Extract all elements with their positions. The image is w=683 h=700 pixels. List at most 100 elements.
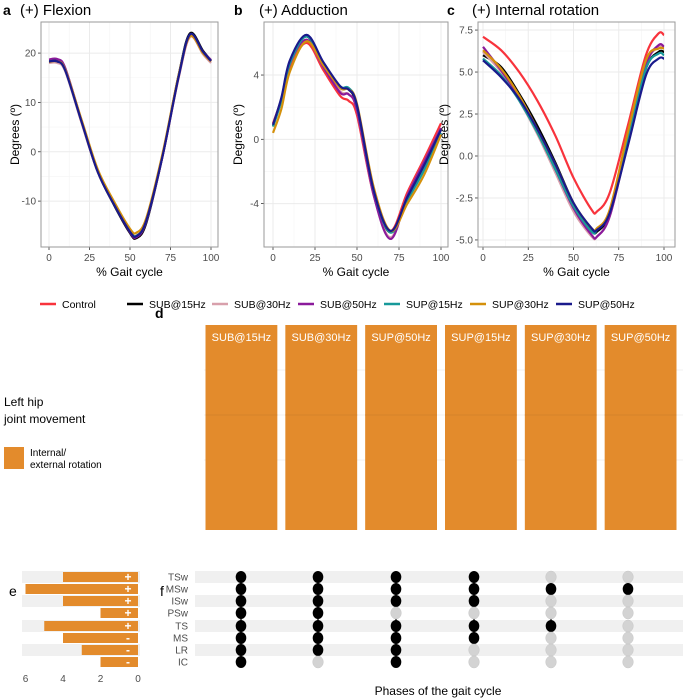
dot-filled xyxy=(468,583,480,595)
series-line-sup-at-50hz xyxy=(48,32,212,239)
matrix-column xyxy=(312,571,324,669)
dot-empty xyxy=(545,655,557,669)
x-tick-label: 50 xyxy=(568,253,580,264)
dot-filled xyxy=(390,644,402,656)
bar xyxy=(365,325,437,530)
dot-empty xyxy=(468,606,480,620)
row-label: LR xyxy=(175,646,188,657)
y-tick-label: 5.0 xyxy=(459,68,473,79)
row-label: TSw xyxy=(168,573,189,584)
dot-empty xyxy=(622,655,634,669)
panel-letter: d xyxy=(155,305,164,321)
x-tick-label: 25 xyxy=(523,253,535,264)
x-tick-label: 50 xyxy=(351,253,363,264)
bar xyxy=(604,325,677,530)
panel-a: 0 25 50 75 100 -10 0 10 20 a (+) Flexion % Gait cyc… xyxy=(3,2,220,279)
dot-empty xyxy=(545,570,557,584)
row-label: ISw xyxy=(171,597,188,608)
panel-title: (+) Flexion xyxy=(20,2,91,19)
dot-filled xyxy=(235,571,247,583)
dot-filled xyxy=(390,583,402,595)
bar xyxy=(81,645,138,655)
matrix-column xyxy=(390,571,402,668)
panel-title: (+) Internal rotation xyxy=(472,2,599,19)
dot-filled xyxy=(312,583,324,595)
bar xyxy=(44,621,138,631)
sign-label: + xyxy=(124,619,131,633)
row-label: PSw xyxy=(167,609,188,620)
bar xyxy=(205,325,278,530)
x-axis-label: Phases of the gait cycle xyxy=(375,684,502,698)
sign-label: + xyxy=(124,594,131,608)
legend-item: SUP@15Hz xyxy=(384,299,463,311)
dot-empty xyxy=(622,570,634,584)
panel-letter: a xyxy=(3,2,11,18)
dot-empty xyxy=(545,606,557,620)
dot-empty xyxy=(622,606,634,620)
dot-empty xyxy=(622,619,634,633)
dot-filled xyxy=(312,595,324,607)
dot-filled xyxy=(622,583,634,595)
row-stripe xyxy=(195,644,683,656)
y-tick-label: 7.5 xyxy=(459,26,473,37)
y-tick-label: 4 xyxy=(253,71,259,82)
panel-c: 0 25 50 75 100 -5.0 -2.5 0.0 2.5 5.0 7.5 c (+) Inter… xyxy=(437,2,676,279)
bar-label: SUP@50Hz xyxy=(611,332,670,344)
x-tick-label: 25 xyxy=(309,253,321,264)
row-stripe xyxy=(195,571,683,583)
row-stripe xyxy=(195,595,683,607)
panel-border xyxy=(477,21,676,248)
dot-filled xyxy=(545,583,557,595)
bar-label: SUP@15Hz xyxy=(451,332,510,344)
dot-filled xyxy=(390,656,402,668)
dot-filled xyxy=(235,595,247,607)
dot-empty xyxy=(390,606,402,620)
dot-filled xyxy=(312,632,324,644)
bar xyxy=(524,325,597,530)
bar xyxy=(63,596,138,606)
legend-swatch xyxy=(4,447,24,469)
row-stripe xyxy=(195,620,683,632)
dot-filled xyxy=(545,620,557,632)
dot-empty xyxy=(545,643,557,657)
y-tick-label: -5.0 xyxy=(456,235,474,246)
bar-label: SUP@30Hz xyxy=(531,332,590,344)
sign-label: + xyxy=(124,606,131,620)
panel-letter: b xyxy=(234,2,243,18)
legend-label: SUP@50Hz xyxy=(578,299,635,311)
dot-filled xyxy=(468,571,480,583)
x-tick-label: 0 xyxy=(270,253,276,264)
legend-label: SUB@50Hz xyxy=(320,299,377,311)
y-tick-label: 2.5 xyxy=(459,110,473,121)
x-tick-label: 100 xyxy=(203,253,220,264)
legend-label: SUB@30Hz xyxy=(234,299,291,311)
legend-label: external rotation xyxy=(30,460,102,471)
dot-filled xyxy=(390,571,402,583)
legend-title: Left hip xyxy=(4,395,44,409)
bar xyxy=(63,633,138,643)
panel-b: 0 25 50 75 100 -4 0 4 b (+) Adduction % Gait cycle… xyxy=(231,2,450,279)
x-tick-label: 0 xyxy=(135,674,141,685)
dot-filled xyxy=(468,632,480,644)
bar-label: SUP@50Hz xyxy=(371,332,430,344)
sign-label: - xyxy=(126,631,130,645)
legend-item: SUB@50Hz xyxy=(298,299,377,311)
y-axis-label: Degrees (º) xyxy=(8,104,22,165)
x-tick-label: 75 xyxy=(393,253,405,264)
bar xyxy=(285,325,358,530)
panel-letter: e xyxy=(9,583,17,599)
row-label: IC xyxy=(178,658,188,669)
dot-filled xyxy=(235,656,247,668)
dot-filled xyxy=(468,620,480,632)
x-axis-label: % Gait cycle xyxy=(543,265,610,279)
dot-empty xyxy=(468,655,480,669)
dot-filled xyxy=(312,644,324,656)
y-tick-label: 0 xyxy=(30,147,36,158)
row-label: TS xyxy=(175,622,188,633)
sign-label: - xyxy=(126,643,130,657)
sign-label: - xyxy=(126,655,130,669)
y-tick-label: -2.5 xyxy=(456,193,474,204)
dot-filled xyxy=(235,620,247,632)
legend-title: joint movement xyxy=(3,412,86,426)
